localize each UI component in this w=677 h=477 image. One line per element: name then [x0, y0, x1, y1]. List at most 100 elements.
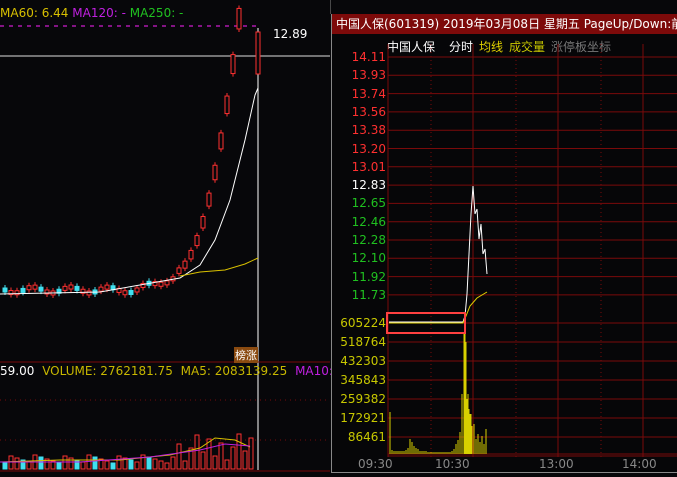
time-axis-label: 10:30 [435, 457, 470, 471]
price-axis-label: 12.83 [351, 178, 386, 193]
price-axis-label: 12.65 [351, 196, 386, 211]
volume-bar [104, 460, 110, 470]
volume-bar [14, 457, 20, 470]
volume-bar [236, 433, 242, 470]
volume-bar [110, 462, 116, 470]
volume-legend: 59.00 VOLUME: 2762181.75 MA5: 2083139.25… [0, 364, 352, 378]
price-axis-label: 13.74 [351, 86, 386, 101]
volume-bar [206, 438, 212, 470]
volume-bar [68, 457, 74, 470]
volume-bar [158, 460, 164, 470]
ma120-label: MA120: - [72, 6, 126, 20]
volume-bar [80, 461, 86, 470]
volume-bar [134, 461, 140, 470]
candle [14, 290, 20, 296]
ma60-label: MA60: 6.44 [0, 6, 69, 20]
tab-0[interactable]: 中国人保 [387, 40, 436, 54]
volume-bar [194, 434, 200, 470]
time-axis-label: 14:00 [622, 457, 657, 471]
price-axis-label: 12.28 [351, 233, 386, 247]
volume-bar [50, 460, 56, 470]
price-axis-label: 12.46 [351, 214, 386, 229]
volume-bar [92, 456, 98, 470]
volume-bar [122, 457, 128, 470]
volume-bar [248, 437, 254, 470]
volume-ma10 [0, 443, 251, 463]
candle [206, 192, 212, 207]
volume-bar [56, 462, 62, 470]
candle [182, 260, 188, 269]
candle [134, 287, 140, 293]
price-axis-label: 13.56 [351, 104, 386, 119]
candle [200, 216, 206, 229]
volume-bar [38, 456, 44, 470]
candle [158, 281, 164, 287]
candle [230, 54, 236, 75]
intraday-popup[interactable]: 中国人保(601319) 2019年03月08日 星期五 PageUp/Down… [331, 14, 677, 473]
ma5-value: MA5: 2083139.25 [180, 364, 288, 378]
time-axis-label: 13:00 [539, 457, 574, 471]
volume-bar [44, 458, 50, 470]
popup-title[interactable]: 中国人保(601319) 2019年03月08日 星期五 PageUp/Down… [332, 14, 677, 34]
volume-axis-label: 345843 [340, 373, 386, 387]
candle [80, 288, 86, 294]
volume-bar [230, 446, 236, 470]
tab-4[interactable]: 涨停板坐标 [551, 40, 612, 54]
candle [20, 287, 26, 293]
price-axis-label: 13.01 [351, 159, 386, 174]
candle [218, 132, 224, 150]
candle [255, 31, 261, 75]
volume-bar [242, 450, 248, 470]
candle [212, 164, 218, 181]
volume-bar [152, 458, 158, 470]
volume-bar [116, 455, 122, 470]
volume-prefix: 59.00 [0, 364, 35, 378]
candle [236, 7, 242, 30]
candle [188, 249, 194, 260]
volume-bar [98, 458, 104, 470]
volume-axis-label: 518764 [340, 335, 386, 349]
volume-ma5 [0, 437, 251, 463]
candle [98, 286, 104, 292]
ma10-line [179, 257, 259, 277]
candle [38, 286, 44, 292]
candlestick-plot [0, 0, 331, 472]
candle [128, 290, 134, 296]
candle [224, 95, 230, 115]
highlight-box [386, 312, 466, 334]
candle [122, 290, 128, 296]
volume-value: VOLUME: 2762181.75 [42, 364, 173, 378]
candle [140, 282, 146, 288]
limit-up-badge[interactable]: 榜涨 [234, 347, 258, 363]
price-axis-label: 13.93 [351, 68, 386, 83]
volume-axis-label: 172921 [340, 411, 386, 425]
candle [32, 284, 38, 290]
volume-bar [218, 442, 224, 470]
candle [194, 235, 200, 247]
candle [44, 289, 50, 295]
candle [74, 285, 80, 291]
volume-bar [74, 459, 80, 470]
volume-bar [140, 454, 146, 470]
volume-bar [146, 456, 152, 470]
volume-bar [26, 461, 32, 470]
candle [164, 280, 170, 286]
ma5-line [0, 87, 259, 295]
tab-3[interactable]: 成交量 [509, 40, 546, 54]
price-axis-label: 12.10 [351, 251, 386, 266]
volume-bar [128, 459, 134, 470]
candle [8, 290, 14, 296]
volume-axis-label: 86461 [347, 430, 386, 444]
candle [2, 287, 8, 293]
volume-bar [2, 462, 8, 470]
volume-bar [188, 447, 194, 470]
price-axis-label: 11.73 [351, 287, 386, 302]
price-axis-label: 14.11 [351, 50, 386, 64]
tab-2[interactable]: 均线 [479, 40, 504, 54]
kline-chart[interactable]: MA60: 6.44 MA120: - MA250: - 12.89 榜涨 59… [0, 0, 352, 477]
volume-bar [200, 451, 206, 470]
volume-bar [212, 455, 218, 470]
price-axis-label: 13.38 [351, 123, 386, 138]
candle [26, 285, 32, 291]
tab-1[interactable]: 分时 [449, 40, 474, 54]
